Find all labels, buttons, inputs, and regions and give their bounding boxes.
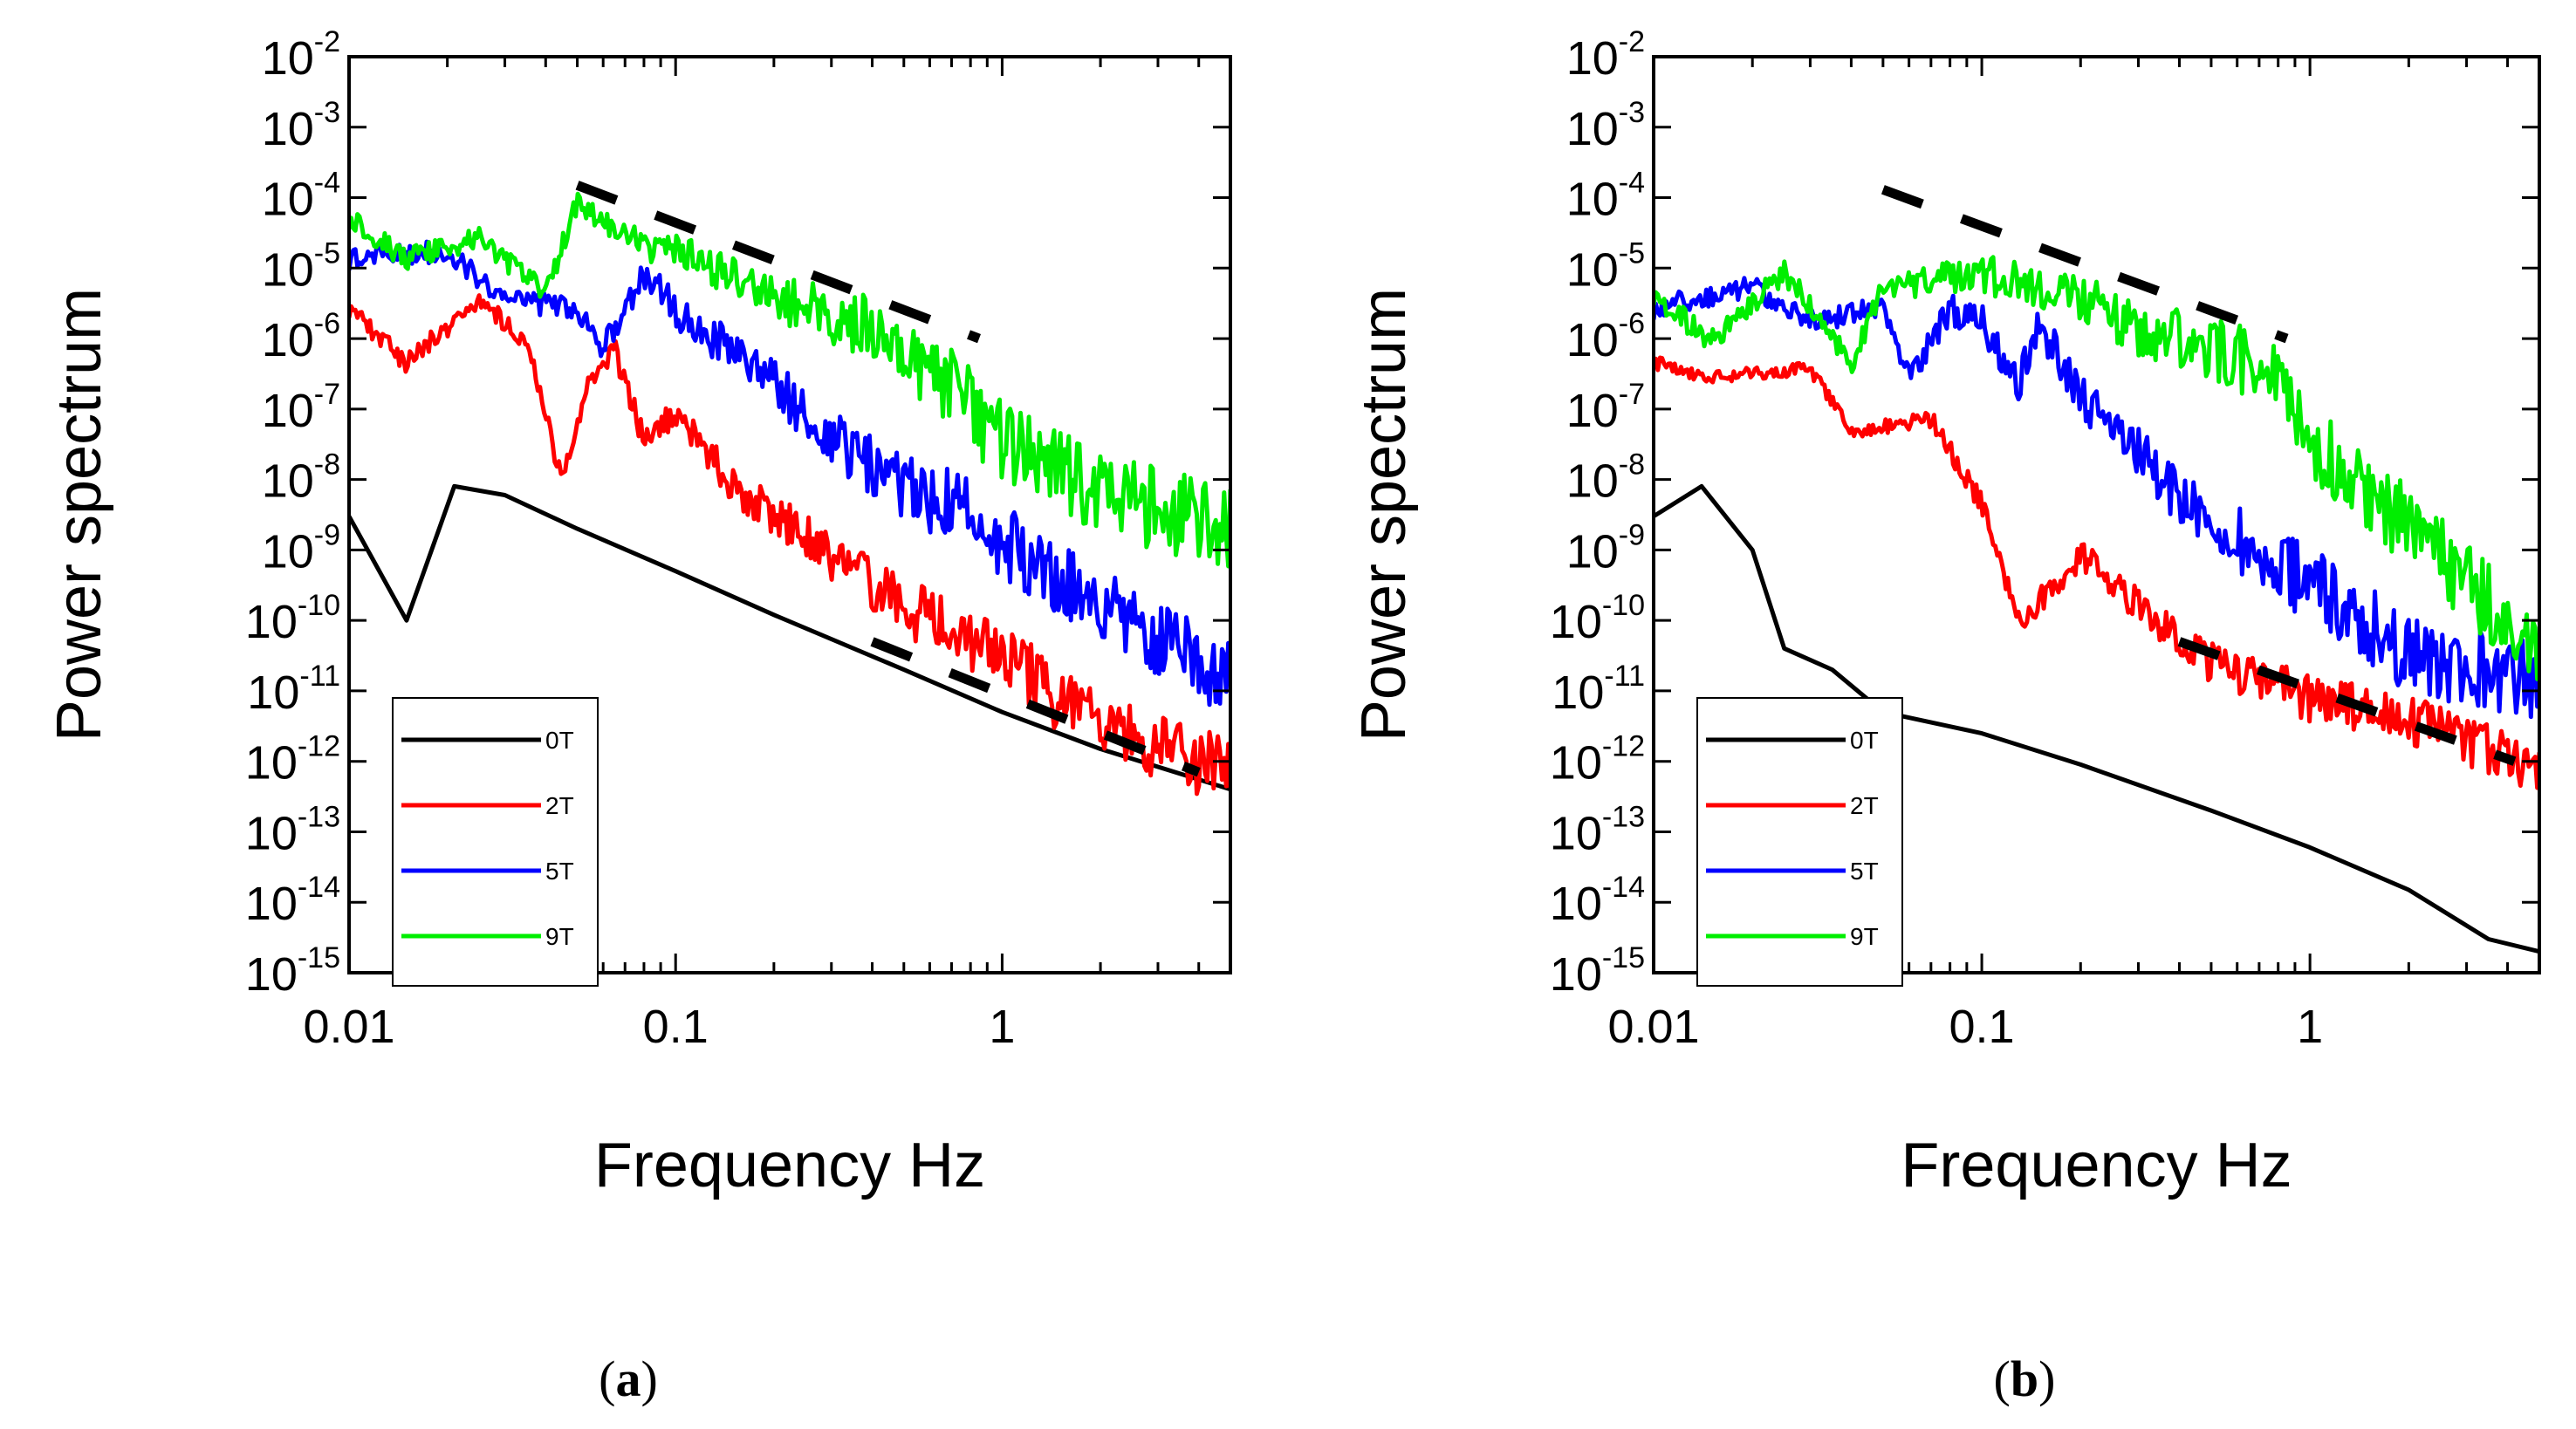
legend-label: 2T — [1850, 792, 1879, 819]
legend-label: 5T — [1850, 858, 1879, 885]
series-line-5T — [349, 239, 1230, 708]
y-tick-label: 10-2 — [262, 25, 340, 85]
panel-caption: (b) — [1994, 1350, 2056, 1407]
y-tick-label: 10-15 — [1550, 941, 1645, 1001]
y-tick-label: 10-12 — [245, 730, 340, 790]
legend: 0T 2T 5T 9T — [392, 697, 599, 987]
y-tick-label: 10-6 — [262, 307, 340, 366]
y-tick-label: 10-14 — [1550, 871, 1645, 930]
y-tick-label: 10-8 — [262, 448, 340, 508]
legend-label: 5T — [545, 858, 574, 885]
y-tick-label: 10-2 — [1566, 25, 1645, 85]
y-axis-title: Power spectrum — [45, 288, 114, 742]
reference-line-1 — [2177, 637, 2517, 766]
y-tick-label: 10-11 — [247, 660, 340, 719]
reference-line-0 — [575, 181, 981, 344]
series-line-0T — [349, 483, 1230, 792]
y-tick-label: 10-8 — [1566, 448, 1645, 508]
legend-label: 9T — [1850, 923, 1879, 950]
y-tick-label: 10-5 — [1566, 236, 1645, 296]
y-axis-title: Power spectrum — [1349, 288, 1419, 742]
legend-label: 0T — [1850, 727, 1879, 754]
y-tick-label: 10-7 — [262, 378, 340, 437]
y-tick-label: 10-10 — [1550, 589, 1645, 648]
x-tick-label: 1 — [2297, 1001, 2323, 1053]
panel-a: 10-2 10-3 10-4 10-5 10-6 10-7 10-8 10-9 10-10 10-… — [45, 25, 1232, 1407]
x-tick-label: 0.1 — [643, 1001, 709, 1053]
y-tick-label: 10-3 — [262, 96, 340, 155]
series-line-2T — [349, 293, 1230, 797]
y-tick-label: 10-10 — [245, 589, 340, 648]
series-group — [1654, 255, 2539, 954]
x-axis-title: Frequency Hz — [1901, 1131, 2292, 1200]
legend-label: 9T — [545, 923, 574, 950]
x-tick-label: 1 — [989, 1001, 1015, 1053]
series-group — [349, 191, 1230, 797]
y-tick-label: 10-9 — [262, 518, 340, 578]
series-line-0T — [1654, 483, 2539, 954]
y-tick-label: 10-11 — [1552, 660, 1645, 719]
reference-line-1 — [870, 637, 1201, 777]
series-line-9T — [1654, 255, 2539, 681]
y-tick-label: 10-13 — [1550, 800, 1645, 859]
y-tick-label: 10-13 — [245, 800, 340, 859]
y-tick-label: 10-12 — [1550, 730, 1645, 790]
y-tick-label: 10-3 — [1566, 96, 1645, 155]
reference-line-0 — [1881, 185, 2289, 344]
plot-frame — [347, 55, 1232, 974]
x-tick-label: 0.01 — [303, 1001, 394, 1053]
y-tick-label: 10-14 — [245, 871, 340, 930]
panel-caption: (a) — [599, 1350, 658, 1407]
legend: 0T 2T 5T 9T — [1696, 697, 1903, 987]
y-tick-label: 10-4 — [1566, 167, 1645, 226]
y-tick-label: 10-5 — [262, 236, 340, 296]
series-line-9T — [349, 191, 1230, 569]
legend-label: 0T — [545, 727, 574, 754]
plot-frame — [1652, 55, 2541, 974]
legend-label: 2T — [545, 792, 574, 819]
x-tick-label: 0.01 — [1607, 1001, 1699, 1053]
x-axis-title: Frequency Hz — [594, 1131, 985, 1200]
y-tick-label: 10-9 — [1566, 518, 1645, 578]
series-line-5T — [1654, 276, 2539, 720]
y-tick-label: 10-4 — [262, 167, 340, 226]
y-tick-label: 10-15 — [245, 941, 340, 1001]
series-line-2T — [1654, 355, 2539, 790]
x-tick-label: 0.1 — [1949, 1001, 2015, 1053]
y-tick-label: 10-7 — [1566, 378, 1645, 437]
panel-b: 10-2 10-3 10-4 10-5 10-6 10-7 10-8 10-9 10-10 10-… — [1349, 25, 2541, 1407]
y-tick-label: 10-6 — [1566, 307, 1645, 366]
